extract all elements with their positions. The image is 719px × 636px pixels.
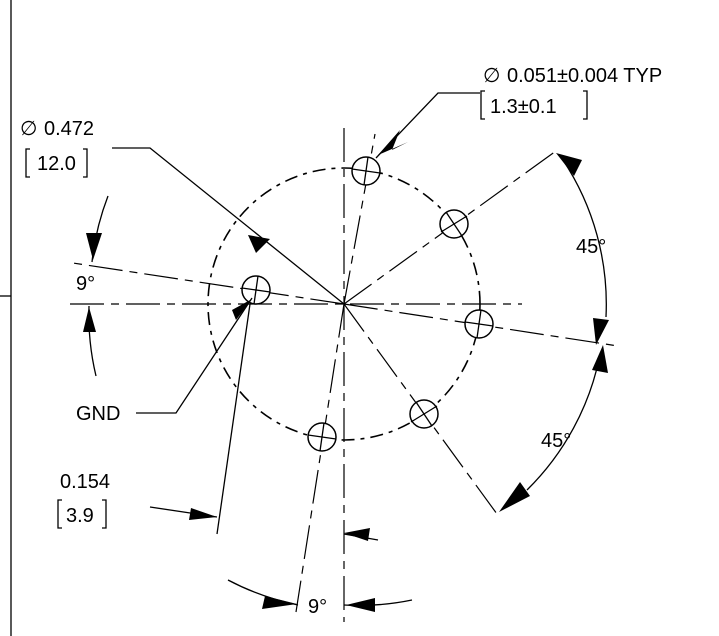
angle-dimension-upper-right: 45° <box>556 153 609 345</box>
hole-crosshairs <box>241 156 494 452</box>
bolt-circle-diameter-callout: ∅ 0.472 12.0 <box>20 118 345 305</box>
offset-dimension: 0.154 3.9 <box>57 303 379 541</box>
angle-label-bottom: 9° <box>308 596 327 618</box>
diameter-symbol-2: ∅ <box>483 65 500 87</box>
hole-diameter-mm: 1.3±0.1 <box>490 96 557 118</box>
angle-label-left: 9° <box>76 273 95 295</box>
angle-label-lower-right: 45° <box>541 430 571 452</box>
offset-inch: 0.154 <box>60 471 110 493</box>
bolt-circle-diameter-mm: 12.0 <box>37 153 76 175</box>
gnd-callout: GND <box>76 297 253 425</box>
angle-dimension-bottom: 9° <box>227 579 413 618</box>
bolt-circle-diameter-inch: 0.472 <box>44 118 94 140</box>
offset-mm: 3.9 <box>66 505 94 527</box>
gnd-label: GND <box>76 403 120 425</box>
hole-diameter-inch: 0.051±0.004 TYP <box>507 65 662 87</box>
bolt-circle <box>207 167 481 441</box>
diameter-symbol-1: ∅ <box>20 118 37 140</box>
radial-line-left <box>72 262 345 305</box>
angle-dimension-left: 9° <box>76 195 109 377</box>
angle-label-upper-right: 45° <box>576 236 606 258</box>
radial-line-bottom <box>295 303 345 613</box>
angle-dimension-lower-right: 45° <box>499 345 608 512</box>
hole-diameter-callout: ∅ 0.051±0.004 TYP 1.3±0.1 <box>375 65 662 159</box>
